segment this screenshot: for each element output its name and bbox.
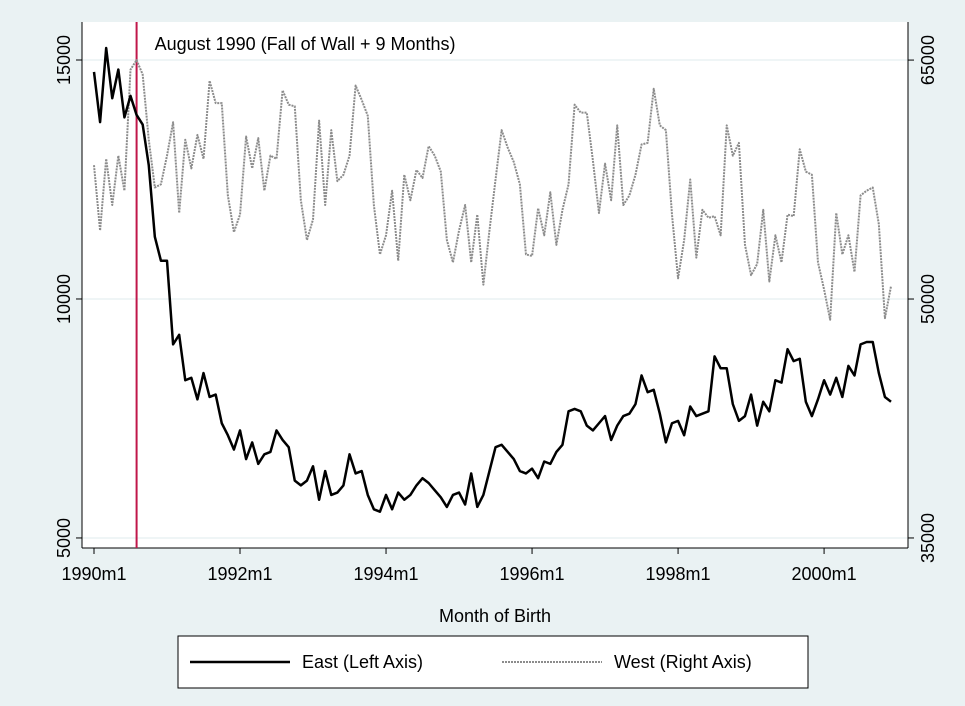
x-tick-label: 2000m1 <box>792 564 857 584</box>
x-axis-title: Month of Birth <box>439 606 551 626</box>
x-tick-label: 1996m1 <box>500 564 565 584</box>
legend-label: West (Right Axis) <box>614 652 752 672</box>
y2-tick-label: 65000 <box>918 35 938 85</box>
series-line <box>93 59 892 321</box>
series-line <box>92 46 892 513</box>
y-tick-label: 10000 <box>54 274 74 324</box>
plot-area <box>82 22 908 548</box>
annotation-text: August 1990 (Fall of Wall + 9 Months) <box>155 34 456 54</box>
y-tick-label: 15000 <box>54 35 74 85</box>
y-tick-label: 5000 <box>54 518 74 558</box>
y2-tick-label: 50000 <box>918 274 938 324</box>
x-tick-label: 1998m1 <box>646 564 711 584</box>
legend-label: East (Left Axis) <box>302 652 423 672</box>
y2-tick-label: 35000 <box>918 513 938 563</box>
x-tick-label: 1990m1 <box>61 564 126 584</box>
x-tick-label: 1994m1 <box>353 564 418 584</box>
x-tick-label: 1992m1 <box>207 564 272 584</box>
